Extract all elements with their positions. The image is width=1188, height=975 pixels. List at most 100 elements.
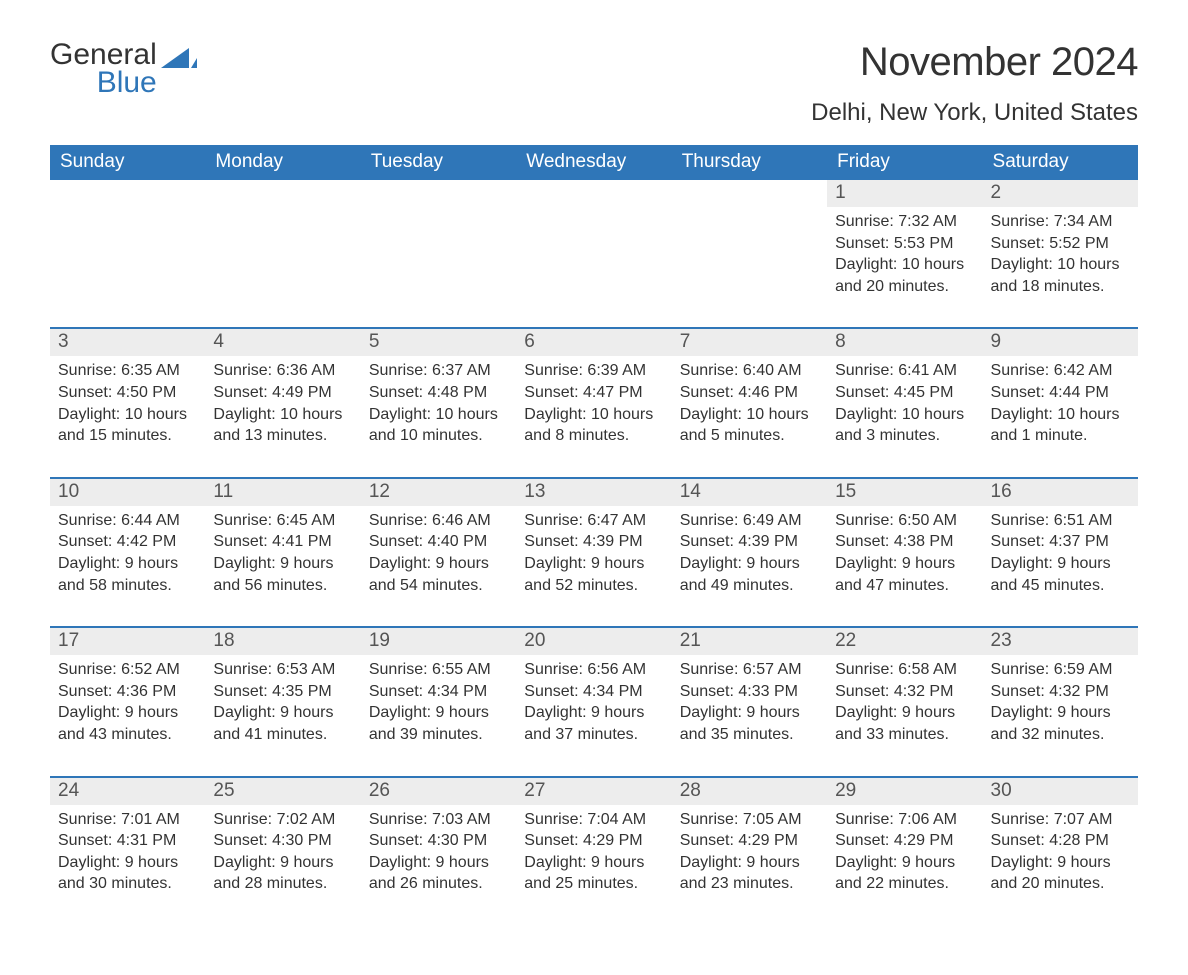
sunset-label: Sunset: <box>835 235 889 252</box>
daylight-label: Daylight: <box>369 854 431 871</box>
location-subtitle: Delhi, New York, United States <box>811 99 1138 127</box>
sunset-value: 4:39 PM <box>738 533 798 550</box>
sunset-value: 4:39 PM <box>583 533 643 550</box>
day-number: 24 <box>50 778 205 805</box>
calendar-day-cell: 25Sunrise: 7:02 AMSunset: 4:30 PMDayligh… <box>205 777 360 925</box>
sunrise-value: 7:32 AM <box>898 213 957 230</box>
sunrise-line: Sunrise: 7:02 AM <box>213 809 352 831</box>
sunset-value: 4:35 PM <box>272 683 332 700</box>
daylight-label: Daylight: <box>524 406 586 423</box>
sunset-line: Sunset: 4:46 PM <box>680 382 819 404</box>
sunset-line: Sunset: 4:39 PM <box>524 531 663 553</box>
sunset-value: 4:46 PM <box>738 384 798 401</box>
sunrise-value: 6:44 AM <box>121 512 180 529</box>
sunrise-value: 6:57 AM <box>743 661 802 678</box>
daylight-label: Daylight: <box>835 704 897 721</box>
daylight-line: Daylight: 9 hours and 58 minutes. <box>58 553 197 596</box>
sunset-line: Sunset: 4:31 PM <box>58 830 197 852</box>
daylight-line: Daylight: 9 hours and 47 minutes. <box>835 553 974 596</box>
sunrise-label: Sunrise: <box>213 661 272 678</box>
sunset-line: Sunset: 4:34 PM <box>369 681 508 703</box>
daylight-line: Daylight: 9 hours and 43 minutes. <box>58 702 197 745</box>
calendar-day-cell: 29Sunrise: 7:06 AMSunset: 4:29 PMDayligh… <box>827 777 982 925</box>
calendar-body: 1Sunrise: 7:32 AMSunset: 5:53 PMDaylight… <box>50 180 1138 925</box>
sunrise-value: 6:47 AM <box>587 512 646 529</box>
sunset-line: Sunset: 4:35 PM <box>213 681 352 703</box>
sunset-line: Sunset: 4:38 PM <box>835 531 974 553</box>
header-row: General Blue November 2024 Delhi, New Yo… <box>50 40 1138 127</box>
calendar-day-cell: 2Sunrise: 7:34 AMSunset: 5:52 PMDaylight… <box>983 180 1138 328</box>
month-title: November 2024 <box>811 40 1138 85</box>
sunset-label: Sunset: <box>680 384 734 401</box>
sunset-value: 4:30 PM <box>428 832 488 849</box>
sunset-line: Sunset: 4:50 PM <box>58 382 197 404</box>
daylight-label: Daylight: <box>524 854 586 871</box>
day-details: Sunrise: 6:58 AMSunset: 4:32 PMDaylight:… <box>827 655 982 745</box>
sunset-label: Sunset: <box>680 533 734 550</box>
day-details: Sunrise: 6:39 AMSunset: 4:47 PMDaylight:… <box>516 356 671 446</box>
daylight-label: Daylight: <box>213 555 275 572</box>
daylight-line: Daylight: 10 hours and 18 minutes. <box>991 254 1130 297</box>
day-details: Sunrise: 7:03 AMSunset: 4:30 PMDaylight:… <box>361 805 516 895</box>
daylight-line: Daylight: 10 hours and 10 minutes. <box>369 404 508 447</box>
sunset-label: Sunset: <box>524 384 578 401</box>
daylight-label: Daylight: <box>991 704 1053 721</box>
daylight-line: Daylight: 10 hours and 13 minutes. <box>213 404 352 447</box>
sunset-value: 4:31 PM <box>117 832 177 849</box>
sunrise-value: 6:49 AM <box>743 512 802 529</box>
calendar-day-cell: 1Sunrise: 7:32 AMSunset: 5:53 PMDaylight… <box>827 180 982 328</box>
sunset-line: Sunset: 4:37 PM <box>991 531 1130 553</box>
sunset-line: Sunset: 4:36 PM <box>58 681 197 703</box>
sunrise-label: Sunrise: <box>58 811 117 828</box>
sunrise-label: Sunrise: <box>835 362 894 379</box>
sunset-line: Sunset: 4:47 PM <box>524 382 663 404</box>
sunset-line: Sunset: 4:39 PM <box>680 531 819 553</box>
day-details: Sunrise: 6:35 AMSunset: 4:50 PMDaylight:… <box>50 356 205 446</box>
sunrise-line: Sunrise: 6:52 AM <box>58 659 197 681</box>
day-number: 23 <box>983 628 1138 655</box>
calendar-day-cell: 15Sunrise: 6:50 AMSunset: 4:38 PMDayligh… <box>827 478 982 627</box>
sunset-value: 4:48 PM <box>428 384 488 401</box>
sunset-label: Sunset: <box>835 683 889 700</box>
brand-text: General Blue <box>50 40 157 98</box>
day-details: Sunrise: 7:32 AMSunset: 5:53 PMDaylight:… <box>827 207 982 297</box>
sunrise-line: Sunrise: 6:35 AM <box>58 360 197 382</box>
day-details: Sunrise: 6:56 AMSunset: 4:34 PMDaylight:… <box>516 655 671 745</box>
sunrise-line: Sunrise: 6:58 AM <box>835 659 974 681</box>
sunrise-value: 6:59 AM <box>1054 661 1113 678</box>
sunrise-value: 7:04 AM <box>587 811 646 828</box>
weekday-header: Sunday <box>50 145 205 180</box>
daylight-line: Daylight: 9 hours and 45 minutes. <box>991 553 1130 596</box>
sunrise-label: Sunrise: <box>680 512 739 529</box>
sunrise-line: Sunrise: 6:44 AM <box>58 510 197 532</box>
daylight-line: Daylight: 9 hours and 54 minutes. <box>369 553 508 596</box>
calendar-day-cell: 8Sunrise: 6:41 AMSunset: 4:45 PMDaylight… <box>827 328 982 477</box>
calendar-empty-cell <box>672 180 827 328</box>
sunrise-line: Sunrise: 7:04 AM <box>524 809 663 831</box>
sunset-value: 4:41 PM <box>272 533 332 550</box>
sunrise-label: Sunrise: <box>835 512 894 529</box>
sunrise-label: Sunrise: <box>835 213 894 230</box>
daylight-line: Daylight: 9 hours and 20 minutes. <box>991 852 1130 895</box>
calendar-day-cell: 4Sunrise: 6:36 AMSunset: 4:49 PMDaylight… <box>205 328 360 477</box>
sunrise-value: 6:35 AM <box>121 362 180 379</box>
sunrise-line: Sunrise: 6:59 AM <box>991 659 1130 681</box>
weekday-header-row: SundayMondayTuesdayWednesdayThursdayFrid… <box>50 145 1138 180</box>
calendar-day-cell: 13Sunrise: 6:47 AMSunset: 4:39 PMDayligh… <box>516 478 671 627</box>
daylight-label: Daylight: <box>991 555 1053 572</box>
day-number: 10 <box>50 479 205 506</box>
calendar-week-row: 10Sunrise: 6:44 AMSunset: 4:42 PMDayligh… <box>50 478 1138 627</box>
sunrise-label: Sunrise: <box>213 362 272 379</box>
sunrise-line: Sunrise: 6:41 AM <box>835 360 974 382</box>
calendar-week-row: 1Sunrise: 7:32 AMSunset: 5:53 PMDaylight… <box>50 180 1138 328</box>
sunset-label: Sunset: <box>369 683 423 700</box>
sunset-label: Sunset: <box>58 384 112 401</box>
sunrise-label: Sunrise: <box>524 362 583 379</box>
sunrise-label: Sunrise: <box>991 512 1050 529</box>
sunrise-line: Sunrise: 6:51 AM <box>991 510 1130 532</box>
day-details: Sunrise: 6:44 AMSunset: 4:42 PMDaylight:… <box>50 506 205 596</box>
daylight-label: Daylight: <box>369 704 431 721</box>
sunset-line: Sunset: 4:29 PM <box>680 830 819 852</box>
sunset-line: Sunset: 4:41 PM <box>213 531 352 553</box>
sunset-line: Sunset: 4:29 PM <box>524 830 663 852</box>
